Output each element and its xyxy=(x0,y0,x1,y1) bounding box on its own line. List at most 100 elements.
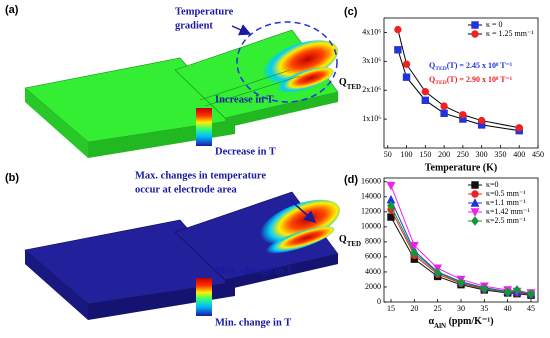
marker xyxy=(386,181,396,191)
marker xyxy=(480,283,489,294)
annotation-main: Q xyxy=(429,75,435,84)
marker xyxy=(470,208,480,217)
marker xyxy=(470,198,480,207)
x-tick-label: 200 xyxy=(438,150,450,159)
x-axis-label-rest: (ppm/K⁻¹) xyxy=(446,316,493,327)
y-tick-label: 1x10⁶ xyxy=(362,114,381,123)
x-tick-label: 250 xyxy=(457,150,469,159)
x-tick-label: 35 xyxy=(480,304,488,313)
annotation-rest: (T) = 2.90 x 10⁸ T⁻¹ xyxy=(447,75,513,84)
marker xyxy=(421,87,430,96)
marker xyxy=(402,73,411,81)
y-tick-label: 0 xyxy=(377,297,381,306)
y-tick-label: 16000 xyxy=(361,177,381,186)
legend-label: κ=0 xyxy=(486,180,499,189)
panel-a-model xyxy=(24,21,339,158)
x-tick-label: 15 xyxy=(387,304,395,313)
y-tick-label: 2x10⁶ xyxy=(362,85,381,94)
y-axis-label-main: Q xyxy=(339,234,347,245)
marker xyxy=(477,116,486,125)
callout: Temperature xyxy=(175,6,234,17)
annotation: QTED(T) = 2.45 x 10⁸ T⁻¹ xyxy=(429,61,513,72)
x-tick-label: 40 xyxy=(504,304,512,313)
x-tick-label: 350 xyxy=(494,150,506,159)
x-axis-label-main: α xyxy=(428,316,434,327)
y-tick-label: 8000 xyxy=(365,237,381,246)
scale-label: Increase in T xyxy=(215,94,274,105)
simulations: (a) Temperature gradient Increase in T D… xyxy=(5,4,340,328)
x-tick-label: 45 xyxy=(527,304,535,313)
annotation: QTED(T) = 2.90 x 10⁸ T⁻¹ xyxy=(429,75,513,86)
panel-label: (c) xyxy=(344,6,358,18)
y-tick-label: 4000 xyxy=(365,267,381,276)
y-axis-label-main: Q xyxy=(339,77,347,88)
x-tick-label: 450 xyxy=(532,150,544,159)
y-axis-label-sub: TED xyxy=(347,240,361,248)
marker xyxy=(471,21,479,29)
marker xyxy=(394,46,402,54)
x-tick-label: 400 xyxy=(513,150,525,159)
marker xyxy=(471,30,479,38)
marker xyxy=(471,181,479,189)
y-tick-label: 4x10⁶ xyxy=(362,27,381,36)
x-tick-label: 300 xyxy=(476,150,488,159)
marker xyxy=(457,277,465,288)
x-tick-label: 150 xyxy=(419,150,431,159)
annotation-rest: (T) = 2.45 x 10⁸ T⁻¹ xyxy=(447,61,513,70)
y-axis-label: QTED xyxy=(339,234,361,247)
callout: occur at electrode area xyxy=(135,184,237,195)
marker xyxy=(387,201,395,211)
y-tick-label: 14000 xyxy=(361,192,381,201)
scale-label: Max. change in T xyxy=(215,265,293,276)
y-tick-label: 12000 xyxy=(361,207,381,216)
y-axis-label-sub: TED xyxy=(347,83,361,91)
marker xyxy=(394,25,402,34)
legend-label: κ=1.42 mm⁻¹ xyxy=(486,207,530,216)
legend-label: κ = 0 xyxy=(486,20,503,29)
legend-label: κ=2.5 mm⁻¹ xyxy=(486,216,526,225)
legend-label: κ = 1.25 mm⁻¹ xyxy=(486,29,534,38)
panel-label: (b) xyxy=(5,172,19,184)
marker xyxy=(471,216,479,226)
x-axis-label-sub: AlN xyxy=(434,322,446,330)
marker xyxy=(421,96,430,105)
marker xyxy=(459,111,467,119)
marker xyxy=(433,267,442,278)
marker xyxy=(440,102,448,110)
legend-label: κ=1.1 mm⁻¹ xyxy=(486,198,526,207)
plot-frame xyxy=(383,17,539,149)
panel-label: (d) xyxy=(344,174,358,186)
x-axis-label: Temperature (K) xyxy=(425,162,498,173)
marker xyxy=(410,248,419,258)
scale-label: Decrease in T xyxy=(215,146,276,157)
annotation-sub: TED xyxy=(435,66,447,72)
y-tick-label: 3x10⁶ xyxy=(362,56,381,65)
x-tick-label: 20 xyxy=(410,304,418,313)
x-tick-label: 50 xyxy=(384,150,392,159)
annotation-sub: TED xyxy=(435,80,447,86)
x-tick-label: 30 xyxy=(457,304,465,313)
callout: Max. changes in temperature xyxy=(135,170,266,181)
marker xyxy=(471,190,479,198)
y-tick-label: 6000 xyxy=(365,252,381,261)
legend-label: κ=0.5 mm⁻¹ xyxy=(486,189,526,198)
panel-b-model xyxy=(24,191,340,320)
y-axis-label: QTED xyxy=(339,77,361,90)
callout: gradient xyxy=(175,20,213,31)
panel-label: (a) xyxy=(5,4,19,16)
y-tick-label: 2000 xyxy=(365,282,381,291)
marker xyxy=(402,60,411,68)
marker xyxy=(515,124,523,132)
y-tick-label: 10000 xyxy=(361,222,381,231)
marker xyxy=(503,287,512,298)
marker xyxy=(409,241,419,251)
marker xyxy=(387,213,395,221)
marker xyxy=(440,109,448,118)
marker xyxy=(527,288,535,299)
x-tick-label: 25 xyxy=(434,304,442,313)
x-tick-label: 100 xyxy=(401,150,413,159)
annotation-main: Q xyxy=(429,61,435,70)
scale-label: Min. change in T xyxy=(215,317,291,328)
marker xyxy=(513,285,521,295)
